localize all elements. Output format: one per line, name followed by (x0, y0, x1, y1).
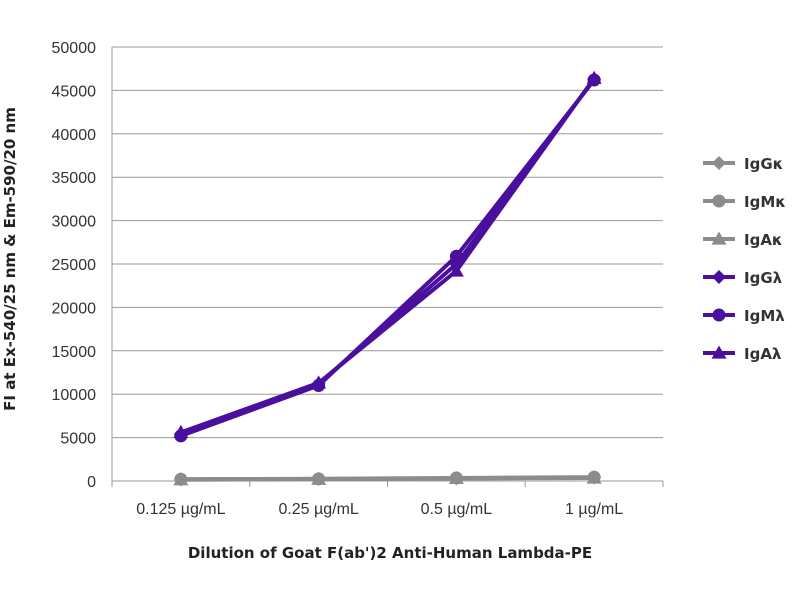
data-point (586, 70, 602, 84)
data-point (173, 424, 189, 439)
legend-label: IgMκ (744, 193, 786, 211)
y-tick-label: 15000 (52, 344, 97, 361)
legend-item: IgAλ (703, 345, 782, 363)
legend-label: IgGλ (744, 269, 783, 287)
y-tick-label: 45000 (52, 83, 97, 100)
data-point (311, 375, 327, 389)
data-point (586, 470, 602, 484)
x-tick-labels: 0.125 µg/mL 0.25 µg/mL 0.5 µg/mL 1 µg/mL (136, 501, 623, 518)
x-tick-label: 0.5 µg/mL (421, 501, 493, 518)
legend-item: IgGλ (703, 269, 783, 287)
x-axis-title: Dilution of Goat F(ab')2 Anti-Human Lamb… (188, 544, 592, 562)
data-point (173, 472, 189, 486)
data-point (311, 471, 327, 485)
series-6 (173, 70, 602, 439)
x-tick-label: 0.125 µg/mL (136, 501, 225, 518)
y-tick-label: 50000 (52, 40, 97, 57)
y-tick-label: 35000 (52, 170, 97, 187)
series-line (180, 77, 596, 435)
legend-marker (711, 345, 727, 359)
legend-marker (712, 156, 726, 170)
gridlines (112, 46, 663, 439)
legend-label: IgGκ (744, 155, 783, 173)
legend-item: IgMκ (703, 193, 786, 211)
y-tick-label: 5000 (60, 431, 96, 448)
y-tick-labels: 0 5000 10000 15000 20000 25000 30000 35000 40000… (52, 40, 97, 491)
y-tick-label: 20000 (52, 300, 97, 317)
legend-item: IgMλ (703, 307, 785, 325)
legend-marker (712, 194, 726, 208)
axes (111, 47, 664, 487)
legend: IgGκ IgMκ IgAκ IgGλ IgMλ IgAλ (703, 155, 786, 363)
legend-marker (712, 270, 726, 284)
y-tick-label: 30000 (52, 214, 97, 231)
legend-label: IgAλ (744, 345, 782, 363)
y-axis-title: FI at Ex-540/25 nm & Em-590/20 nm (1, 107, 19, 411)
series-4 (173, 72, 602, 442)
legend-label: IgMλ (744, 307, 785, 325)
series-lines (173, 70, 602, 487)
y-tick-label: 25000 (52, 257, 97, 274)
series-line (180, 475, 595, 482)
series-line (180, 77, 596, 437)
data-point (448, 263, 464, 277)
legend-label: IgAκ (744, 231, 783, 249)
legend-item: IgAκ (703, 231, 783, 249)
y-tick-label: 0 (87, 474, 96, 491)
series-5 (174, 73, 601, 443)
series-line (180, 78, 596, 438)
data-point (448, 470, 464, 485)
y-tick-label: 10000 (52, 387, 97, 404)
series-3 (173, 470, 602, 486)
data-point (449, 249, 463, 263)
x-tick-label: 1 µg/mL (565, 501, 623, 518)
legend-marker (712, 308, 726, 322)
legend-marker (711, 231, 727, 245)
y-tick-label: 40000 (52, 127, 97, 144)
legend-item: IgGκ (703, 155, 783, 173)
x-tick-label: 0.25 µg/mL (278, 501, 358, 518)
